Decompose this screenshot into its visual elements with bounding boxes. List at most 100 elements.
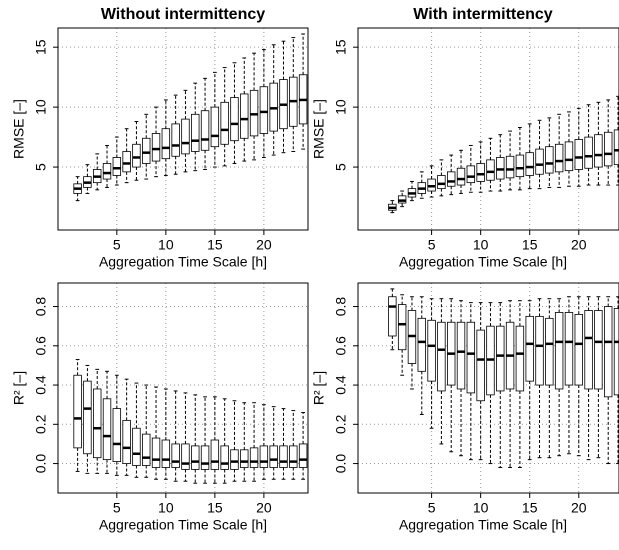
box xyxy=(476,329,485,402)
box xyxy=(142,137,151,164)
box xyxy=(437,175,446,190)
box xyxy=(220,101,229,145)
y-tick-label: 0.4 xyxy=(33,375,49,395)
x-tick-label: 20 xyxy=(571,237,587,253)
box xyxy=(554,312,564,390)
box xyxy=(181,118,190,155)
y-tick-label: 15 xyxy=(333,39,349,55)
y-tick-label: 10 xyxy=(33,99,49,115)
plot-frame xyxy=(57,282,309,494)
box xyxy=(230,97,239,142)
box xyxy=(584,136,593,169)
plot-frame xyxy=(357,27,619,231)
box xyxy=(210,106,220,148)
y-tick-label: 0.2 xyxy=(333,414,349,434)
box xyxy=(613,129,619,166)
y-tick-label: 0.0 xyxy=(33,454,49,474)
y-tick-label: 0.6 xyxy=(333,336,349,356)
box xyxy=(151,133,161,162)
x-tick-label: 10 xyxy=(473,500,489,516)
box xyxy=(279,445,288,468)
box xyxy=(388,296,397,337)
box xyxy=(259,86,269,134)
box xyxy=(505,155,515,179)
box xyxy=(161,439,171,468)
box xyxy=(515,325,525,392)
box xyxy=(604,131,613,167)
y-tick-label: 5 xyxy=(333,163,349,171)
box xyxy=(220,445,229,470)
box xyxy=(298,443,308,468)
x-axis-label: Aggregation Time Scale [h] xyxy=(99,254,267,270)
x-tick-label: 15 xyxy=(207,237,223,253)
y-tick-label: 0.8 xyxy=(33,297,49,317)
x-tick-label: 20 xyxy=(256,237,272,253)
box xyxy=(122,151,131,173)
box xyxy=(102,398,112,461)
box xyxy=(515,154,525,178)
box xyxy=(191,113,200,152)
box xyxy=(466,165,476,184)
box xyxy=(613,308,619,396)
y-tick-label: 15 xyxy=(33,39,49,55)
box xyxy=(535,148,544,175)
box xyxy=(456,321,466,390)
box xyxy=(564,141,574,172)
y-axis-label: RMSE [–] xyxy=(11,99,27,159)
x-axis-label: Aggregation Time Scale [h] xyxy=(399,254,567,270)
x-tick-label: 5 xyxy=(428,500,436,516)
y-axis-label: R² [–] xyxy=(11,371,27,405)
box xyxy=(447,171,456,187)
box xyxy=(240,93,249,139)
box xyxy=(417,317,426,372)
box xyxy=(249,447,259,468)
box xyxy=(181,443,190,470)
x-axis-label: Aggregation Time Scale [h] xyxy=(399,517,567,533)
box xyxy=(122,419,131,464)
box xyxy=(545,146,554,174)
box xyxy=(604,306,613,398)
y-tick-label: 0.6 xyxy=(33,336,49,356)
box xyxy=(191,445,200,470)
y-axis-label: RMSE [–] xyxy=(311,99,327,159)
box xyxy=(397,304,407,351)
box xyxy=(496,325,505,392)
box xyxy=(427,319,436,382)
box xyxy=(466,321,476,394)
y-tick-label: 0.4 xyxy=(333,375,349,395)
box xyxy=(112,157,122,176)
box xyxy=(564,312,574,386)
y-tick-label: 10 xyxy=(333,99,349,115)
plot-frame xyxy=(357,282,619,494)
box xyxy=(456,167,466,186)
x-tick-label: 5 xyxy=(428,237,436,253)
box xyxy=(93,388,102,459)
plot-frame xyxy=(57,27,309,231)
box xyxy=(584,310,593,390)
x-tick-label: 5 xyxy=(113,237,121,253)
box xyxy=(240,449,249,468)
chart-title: With intermittency xyxy=(413,6,553,23)
x-tick-label: 10 xyxy=(158,500,174,516)
x-tick-label: 15 xyxy=(522,237,538,253)
box xyxy=(574,139,583,170)
box xyxy=(200,445,210,470)
box xyxy=(259,445,269,468)
x-tick-label: 15 xyxy=(207,500,223,516)
box xyxy=(289,445,298,468)
x-tick-label: 5 xyxy=(113,500,121,516)
box xyxy=(269,445,278,468)
box xyxy=(525,315,534,382)
box xyxy=(102,163,112,180)
chart-title: Without intermittency xyxy=(101,6,265,23)
box xyxy=(476,163,485,182)
y-axis-label: R² [–] xyxy=(311,371,327,405)
box xyxy=(594,134,603,168)
box xyxy=(210,439,220,470)
x-tick-label: 10 xyxy=(158,237,174,253)
x-tick-label: 20 xyxy=(571,500,587,516)
y-tick-label: 0.8 xyxy=(333,297,349,317)
box xyxy=(132,427,141,466)
box xyxy=(486,159,495,181)
